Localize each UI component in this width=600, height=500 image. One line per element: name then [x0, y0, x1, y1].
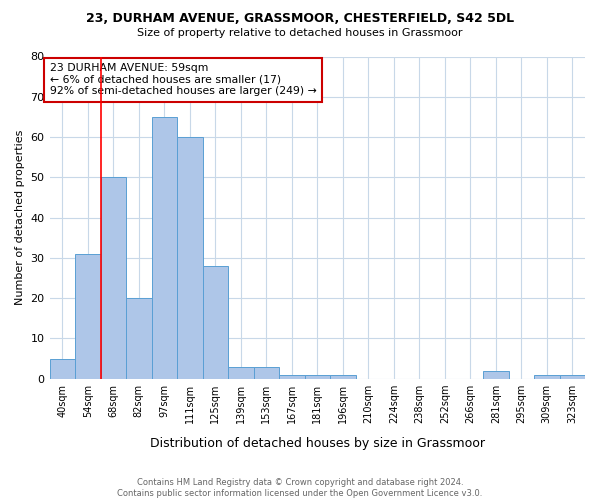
Text: Contains HM Land Registry data © Crown copyright and database right 2024.
Contai: Contains HM Land Registry data © Crown c…	[118, 478, 482, 498]
Text: 23, DURHAM AVENUE, GRASSMOOR, CHESTERFIELD, S42 5DL: 23, DURHAM AVENUE, GRASSMOOR, CHESTERFIE…	[86, 12, 514, 26]
Bar	[305, 374, 330, 379]
Bar	[203, 266, 228, 379]
Text: 23 DURHAM AVENUE: 59sqm
← 6% of detached houses are smaller (17)
92% of semi-det: 23 DURHAM AVENUE: 59sqm ← 6% of detached…	[50, 63, 316, 96]
Bar	[560, 374, 585, 379]
Y-axis label: Number of detached properties: Number of detached properties	[15, 130, 25, 306]
Bar	[330, 374, 356, 379]
Bar	[126, 298, 152, 379]
Bar	[101, 178, 126, 379]
Bar	[177, 137, 203, 379]
Bar	[50, 358, 75, 379]
Bar	[228, 366, 254, 379]
Text: Size of property relative to detached houses in Grassmoor: Size of property relative to detached ho…	[137, 28, 463, 38]
Bar	[483, 370, 509, 379]
Bar	[254, 366, 279, 379]
X-axis label: Distribution of detached houses by size in Grassmoor: Distribution of detached houses by size …	[150, 437, 485, 450]
Bar	[534, 374, 560, 379]
Bar	[279, 374, 305, 379]
Bar	[152, 117, 177, 379]
Bar	[75, 254, 101, 379]
